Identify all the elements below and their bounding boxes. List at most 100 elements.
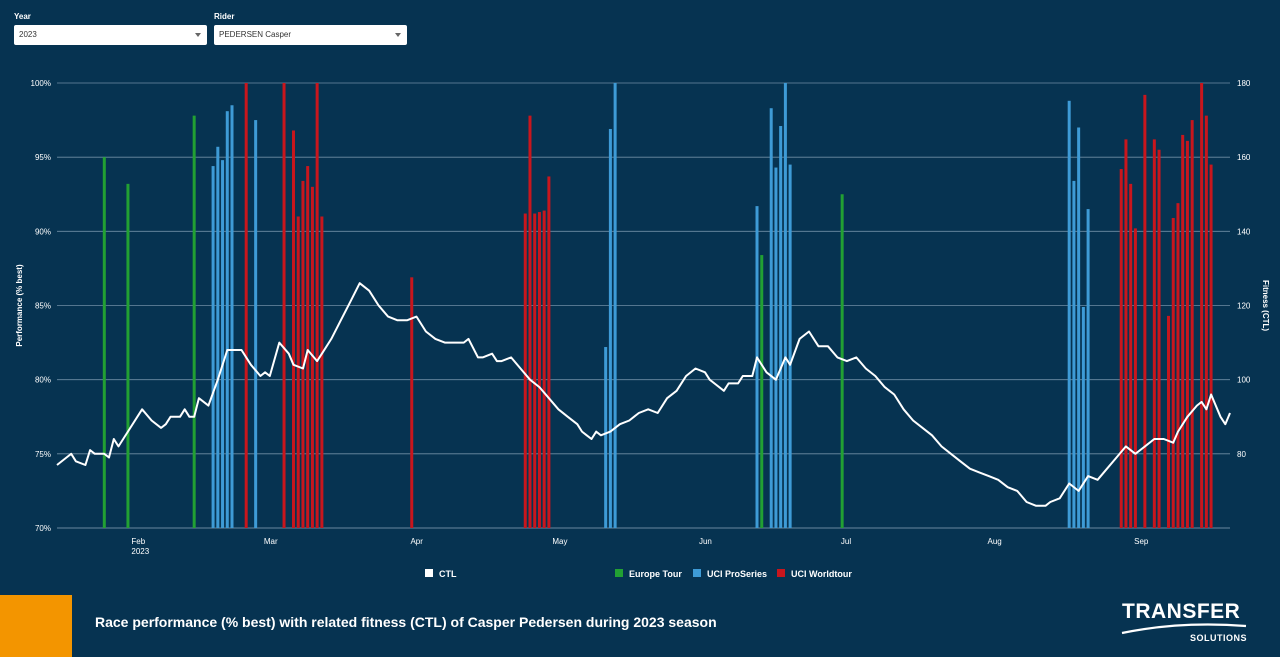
legend-swatch-uci-worldtour xyxy=(777,569,785,577)
bar-uci-proseries xyxy=(1067,100,1071,529)
logo-line2: SOLUTIONS xyxy=(1189,633,1247,643)
y-tick-label: 80% xyxy=(35,376,51,385)
footer: Race performance (% best) with related f… xyxy=(0,595,1280,657)
legend-label-ctl: CTL xyxy=(439,569,457,579)
year-select[interactable]: 2023 xyxy=(14,25,207,45)
bar-uci-proseries xyxy=(613,83,617,528)
year-filter: Year 2023 xyxy=(14,12,207,45)
x-tick-label: Mar xyxy=(264,537,278,546)
chart-caption: Race performance (% best) with related f… xyxy=(95,614,717,630)
x-tick-sublabel: 2023 xyxy=(131,547,149,556)
bar-uci-worldtour xyxy=(533,213,537,529)
bar-uci-worldtour xyxy=(1171,217,1175,528)
bar-uci-worldtour xyxy=(542,210,546,529)
bar-uci-worldtour xyxy=(1181,134,1185,528)
legend-swatch-uci-proseries xyxy=(693,569,701,577)
transfer-solutions-logo: TRANSFER SOLUTIONS xyxy=(1120,599,1250,649)
bar-uci-worldtour xyxy=(310,186,314,528)
bar-europe-tour xyxy=(840,194,844,528)
bar-uci-worldtour xyxy=(537,212,541,529)
bar-uci-worldtour xyxy=(1185,140,1189,528)
bar-uci-proseries xyxy=(779,126,783,528)
bar-uci-worldtour xyxy=(301,180,305,528)
year-select-value: 2023 xyxy=(19,30,37,39)
x-tick-label: May xyxy=(552,537,567,546)
bar-uci-worldtour xyxy=(1129,183,1133,528)
bar-uci-proseries xyxy=(755,206,759,528)
bar-uci-proseries xyxy=(1072,180,1076,528)
bar-uci-worldtour xyxy=(296,216,300,528)
y-tick-label: 95% xyxy=(35,153,51,162)
bar-uci-worldtour xyxy=(282,83,286,528)
y2-tick-label: 160 xyxy=(1237,153,1251,162)
bar-uci-proseries xyxy=(1086,209,1090,529)
bar-uci-worldtour xyxy=(547,176,551,528)
bar-uci-worldtour xyxy=(1152,139,1156,528)
x-tick-label: Feb xyxy=(131,537,145,546)
x-tick-label: Apr xyxy=(410,537,423,546)
bar-uci-worldtour xyxy=(1143,94,1147,528)
y-axis-title: Performance (% best) xyxy=(15,264,24,347)
bar-uci-worldtour xyxy=(1204,115,1208,528)
chevron-down-icon xyxy=(195,33,201,37)
y2-tick-label: 140 xyxy=(1237,227,1251,236)
bar-uci-worldtour xyxy=(528,115,532,528)
bar-europe-tour xyxy=(102,157,106,528)
logo-swoosh-icon xyxy=(1121,623,1247,635)
y2-tick-label: 80 xyxy=(1237,450,1246,459)
bar-uci-proseries xyxy=(1077,127,1081,528)
bar-europe-tour xyxy=(192,115,196,528)
rider-filter-label: Rider xyxy=(214,12,235,21)
y-tick-label: 70% xyxy=(35,524,51,533)
bar-europe-tour xyxy=(126,183,130,528)
logo-line1: TRANSFER xyxy=(1122,600,1241,623)
bar-uci-worldtour xyxy=(1209,164,1213,528)
bar-uci-proseries xyxy=(774,167,778,529)
y2-tick-label: 100 xyxy=(1237,376,1251,385)
footer-accent-block xyxy=(0,595,72,657)
legend-label-europe-tour: Europe Tour xyxy=(629,569,682,579)
bar-uci-worldtour xyxy=(1133,228,1137,528)
bar-uci-proseries xyxy=(788,164,792,528)
rider-select-value: PEDERSEN Casper xyxy=(219,30,292,39)
y2-axis-title: Fitness (CTL) xyxy=(1261,280,1270,331)
ctl-line xyxy=(56,282,1231,507)
legend-label-uci-worldtour: UCI Worldtour xyxy=(791,569,852,579)
y-tick-label: 85% xyxy=(35,302,51,311)
y2-tick-label: 120 xyxy=(1237,302,1251,311)
bar-uci-worldtour xyxy=(1190,120,1194,529)
y-tick-label: 75% xyxy=(35,450,51,459)
legend-swatch-europe-tour xyxy=(615,569,623,577)
bar-uci-worldtour xyxy=(1124,139,1128,528)
bar-uci-worldtour xyxy=(1157,149,1161,528)
rider-filter: Rider PEDERSEN Casper xyxy=(214,12,407,45)
bar-uci-worldtour xyxy=(523,213,527,529)
bar-uci-proseries xyxy=(1081,306,1085,528)
chevron-down-icon xyxy=(395,33,401,37)
x-tick-label: Jun xyxy=(699,537,712,546)
bar-uci-proseries xyxy=(225,111,229,528)
bar-uci-proseries xyxy=(230,105,234,528)
bar-uci-proseries xyxy=(221,160,225,528)
bar-uci-worldtour xyxy=(306,166,310,529)
bar-uci-worldtour xyxy=(1119,169,1123,528)
x-tick-label: Sep xyxy=(1134,537,1149,546)
legend-label-uci-proseries: UCI ProSeries xyxy=(707,569,767,579)
rider-select[interactable]: PEDERSEN Casper xyxy=(214,25,407,45)
y-tick-label: 90% xyxy=(35,227,51,236)
bar-uci-worldtour xyxy=(1200,83,1204,528)
bar-uci-worldtour xyxy=(291,130,295,528)
year-filter-label: Year xyxy=(14,12,31,21)
bar-uci-proseries xyxy=(216,146,220,528)
bar-uci-worldtour xyxy=(244,83,248,528)
bar-uci-worldtour xyxy=(1167,315,1171,528)
bar-uci-worldtour xyxy=(320,216,324,528)
x-tick-label: Aug xyxy=(988,537,1002,546)
performance-chart: 70% 75% 80% 85% 90% 95% 100% 80 100 120 140 160 180 P… xyxy=(15,79,1270,579)
x-tick-label: Jul xyxy=(841,537,851,546)
legend-swatch-ctl xyxy=(425,569,433,577)
bar-uci-worldtour xyxy=(315,83,319,528)
bar-europe-tour xyxy=(760,255,764,529)
y2-tick-label: 180 xyxy=(1237,79,1251,88)
bar-uci-worldtour xyxy=(410,277,414,528)
